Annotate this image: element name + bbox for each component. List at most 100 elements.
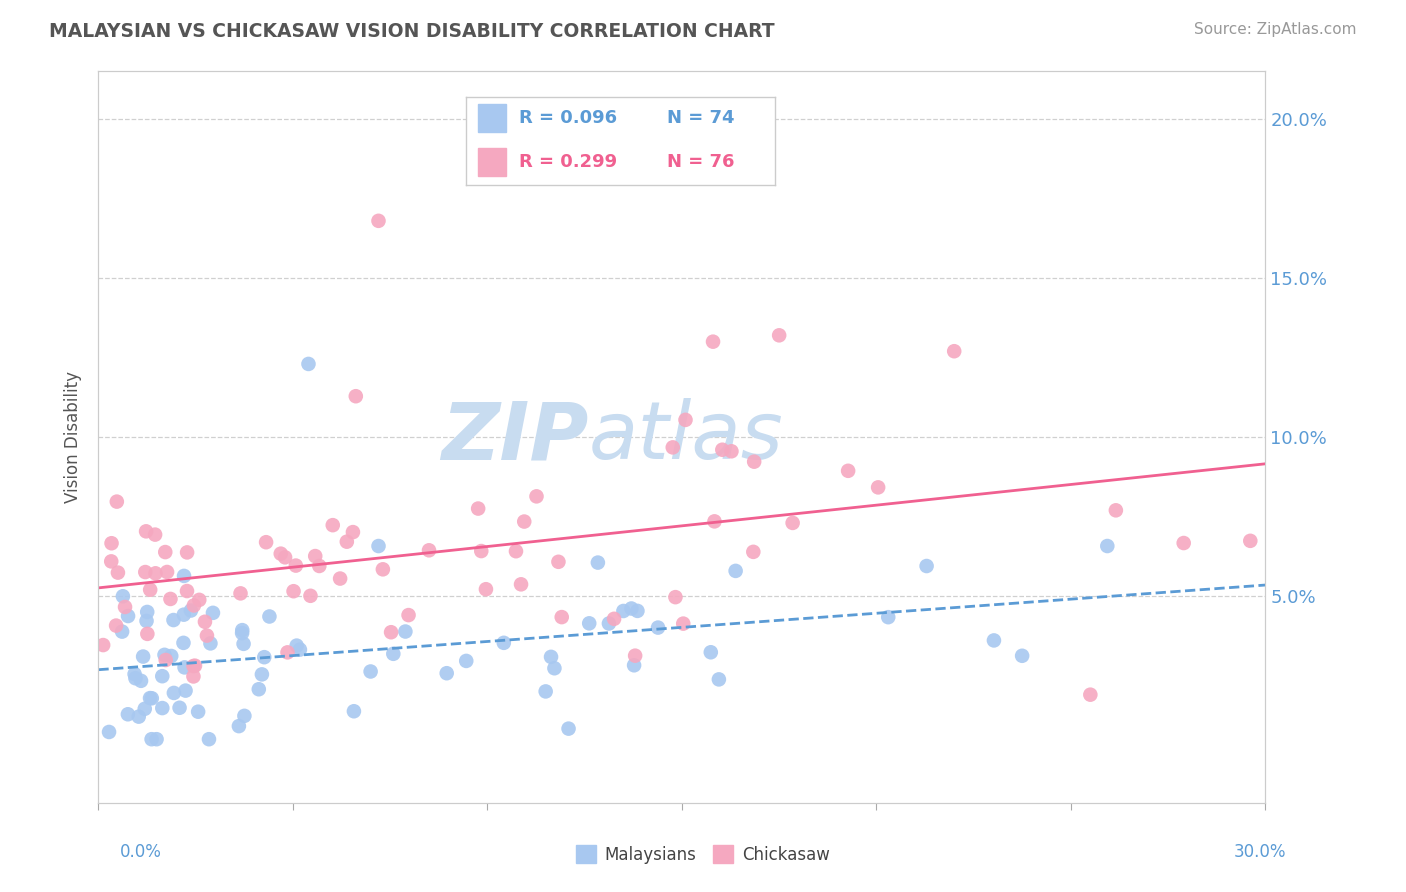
Point (626, 604, 648, 618)
Point (768, 328, 790, 343)
Point (620, 601, 643, 615)
Point (664, 590, 686, 604)
Point (1097, 539, 1119, 553)
Point (299, 589, 322, 603)
Point (155, 545, 177, 559)
Point (742, 545, 765, 559)
Point (253, 650, 276, 665)
Point (201, 606, 224, 620)
Point (720, 444, 742, 458)
Point (111, 624, 134, 639)
Point (703, 514, 725, 528)
Point (371, 562, 394, 576)
Point (308, 558, 330, 573)
Point (475, 582, 498, 597)
Point (367, 539, 389, 553)
Point (139, 582, 162, 597)
Point (983, 633, 1005, 648)
Point (163, 686, 186, 700)
Point (336, 534, 359, 549)
Point (276, 645, 298, 659)
Point (603, 612, 626, 626)
Point (702, 334, 724, 349)
Point (540, 649, 562, 664)
Point (198, 732, 221, 747)
Point (128, 709, 150, 723)
Point (145, 566, 167, 581)
Point (284, 558, 307, 573)
Point (672, 616, 695, 631)
Point (492, 636, 515, 650)
Point (173, 660, 195, 674)
Point (105, 618, 128, 632)
Point (184, 658, 207, 673)
Point (172, 636, 194, 650)
Point (782, 516, 804, 530)
Point (143, 527, 166, 541)
Point (153, 648, 176, 662)
Point (155, 653, 177, 667)
Point (107, 566, 129, 580)
Point (134, 702, 156, 716)
Point (1173, 536, 1195, 550)
Point (183, 599, 205, 613)
Point (145, 732, 167, 747)
Point (742, 455, 765, 469)
Legend: Malaysians, Chickasaw: Malaysians, Chickasaw (569, 838, 837, 871)
Point (129, 673, 152, 688)
Point (141, 691, 163, 706)
Point (398, 608, 420, 623)
Point (231, 623, 253, 637)
Point (724, 564, 747, 578)
Text: 0.0%: 0.0% (120, 843, 162, 861)
Point (551, 610, 574, 624)
Point (837, 464, 859, 478)
Point (135, 614, 157, 628)
Text: Source: ZipAtlas.com: Source: ZipAtlas.com (1194, 22, 1357, 37)
Point (200, 636, 222, 650)
Point (470, 544, 492, 558)
Point (183, 669, 205, 683)
Point (117, 609, 139, 624)
Point (467, 501, 489, 516)
Point (675, 413, 697, 427)
Point (231, 626, 253, 640)
Point (288, 642, 311, 657)
Point (1011, 648, 1033, 663)
Point (304, 549, 326, 563)
Point (297, 357, 319, 371)
Point (111, 589, 134, 603)
Point (360, 665, 382, 679)
Point (100, 554, 122, 568)
Point (534, 684, 557, 698)
Point (382, 647, 405, 661)
Point (711, 442, 734, 457)
Point (578, 616, 600, 631)
Point (105, 494, 128, 508)
Point (285, 639, 308, 653)
Point (322, 518, 344, 533)
Point (526, 489, 548, 503)
Point (329, 572, 352, 586)
Point (247, 682, 270, 697)
Point (141, 732, 163, 747)
Point (136, 605, 159, 619)
Point (98, 725, 121, 739)
Point (254, 535, 277, 549)
Point (612, 604, 634, 618)
Point (250, 667, 273, 681)
Point (283, 584, 305, 599)
Point (505, 544, 527, 558)
Point (173, 569, 195, 583)
Point (135, 524, 157, 539)
Point (183, 659, 205, 673)
Point (156, 565, 179, 579)
Point (456, 654, 478, 668)
Point (547, 555, 569, 569)
Point (139, 691, 162, 706)
Point (194, 615, 217, 629)
Point (169, 700, 191, 714)
Point (136, 627, 159, 641)
Point (586, 556, 609, 570)
Point (180, 603, 202, 617)
